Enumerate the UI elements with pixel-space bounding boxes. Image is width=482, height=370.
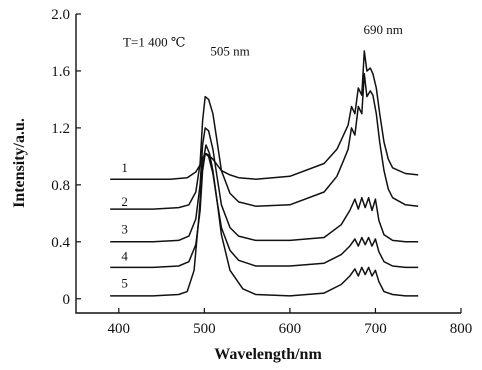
x-tick-label-0: 400 bbox=[108, 321, 131, 337]
series-line-1 bbox=[110, 50, 419, 180]
x-tick-label-2: 600 bbox=[279, 321, 302, 337]
y-tick-label-2: 0.8 bbox=[51, 178, 70, 194]
series-label-2: 2 bbox=[121, 194, 128, 209]
series-labels: 1 2 3 4 5 bbox=[121, 160, 128, 290]
series-line-5 bbox=[110, 144, 419, 297]
axes bbox=[75, 14, 461, 314]
annotations: T=1 400 ℃ 505 nm 690 nm bbox=[123, 22, 403, 58]
annotation-0: T=1 400 ℃ bbox=[123, 35, 185, 50]
y-axis-title: Intensity/a.u. bbox=[11, 118, 28, 208]
x-tick-label-4: 800 bbox=[450, 321, 473, 337]
series-label-4: 4 bbox=[121, 248, 128, 263]
y-tick-label-4: 1.6 bbox=[51, 64, 70, 80]
series-label-1: 1 bbox=[121, 160, 128, 175]
series-line-2 bbox=[110, 73, 419, 210]
y-tick-label-5: 2.0 bbox=[51, 7, 70, 23]
series-line-3 bbox=[110, 127, 419, 243]
x-tick-label-3: 700 bbox=[364, 321, 387, 337]
x-axis-ticks: 400 500 600 700 800 bbox=[108, 308, 473, 337]
series-label-5: 5 bbox=[121, 275, 128, 290]
plot-frame-left-bottom bbox=[75, 14, 461, 314]
series-label-3: 3 bbox=[121, 221, 128, 236]
annotation-2: 690 nm bbox=[363, 22, 402, 37]
y-axis-ticks: 0 0.4 0.8 1.2 1.6 2.0 bbox=[51, 7, 81, 308]
x-axis-title: Wavelength/nm bbox=[214, 346, 322, 363]
y-tick-label-3: 1.2 bbox=[51, 121, 70, 137]
y-tick-label-1: 0.4 bbox=[51, 235, 70, 251]
x-tick-label-1: 500 bbox=[193, 321, 216, 337]
annotation-1: 505 nm bbox=[210, 43, 249, 58]
y-tick-label-0: 0 bbox=[63, 292, 71, 308]
series-lines bbox=[110, 50, 419, 297]
